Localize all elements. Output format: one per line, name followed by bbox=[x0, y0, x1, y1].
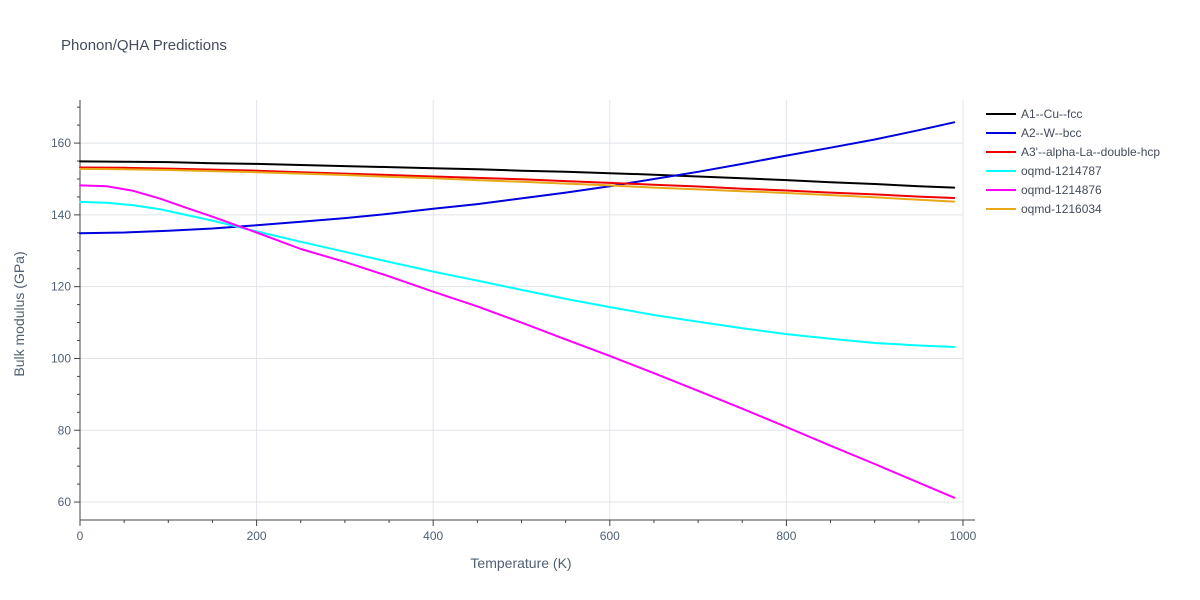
y-tick-label: 80 bbox=[58, 423, 72, 437]
axes bbox=[74, 100, 975, 526]
legend-label: oqmd-1214876 bbox=[1021, 183, 1102, 197]
y-tick-label: 100 bbox=[51, 351, 71, 365]
x-tick-label: 0 bbox=[77, 529, 84, 543]
x-tick-label: 600 bbox=[600, 529, 620, 543]
y-tick-label: 140 bbox=[51, 208, 71, 222]
series-line-5 bbox=[79, 184, 956, 499]
legend-item-2[interactable]: A2--W--bcc bbox=[986, 126, 1081, 140]
series-line-3 bbox=[79, 166, 956, 199]
y-tick-label: 160 bbox=[51, 136, 71, 150]
grid-lines bbox=[80, 100, 964, 520]
legend-label: A2--W--bcc bbox=[1021, 126, 1081, 140]
series-line-2 bbox=[79, 121, 956, 235]
series-line-6 bbox=[79, 167, 956, 203]
y-axis-title: Bulk modulus (GPa) bbox=[11, 251, 27, 376]
x-tick-label: 200 bbox=[247, 529, 267, 543]
legend: A1--Cu--fcc A2--W--bcc A3'--alpha-La--doub… bbox=[986, 107, 1160, 216]
legend-item-3[interactable]: A3'--alpha-La--double-hcp bbox=[986, 145, 1160, 159]
legend-item-5[interactable]: oqmd-1214876 bbox=[986, 183, 1102, 197]
legend-item-1[interactable]: A1--Cu--fcc bbox=[986, 107, 1082, 121]
plot-area bbox=[79, 121, 956, 499]
legend-label: A3'--alpha-La--double-hcp bbox=[1021, 145, 1160, 159]
series-line-4 bbox=[79, 200, 956, 348]
legend-label: A1--Cu--fcc bbox=[1021, 107, 1082, 121]
legend-item-6[interactable]: oqmd-1216034 bbox=[986, 202, 1102, 216]
tick-labels: 0 200 400 600 800 1000 60 80 100 120 140 160 bbox=[51, 136, 977, 543]
series-line-1 bbox=[79, 160, 956, 189]
legend-label: oqmd-1214787 bbox=[1021, 164, 1102, 178]
x-tick-label: 800 bbox=[776, 529, 796, 543]
y-tick-label: 60 bbox=[58, 495, 72, 509]
x-axis-title: Temperature (K) bbox=[470, 555, 571, 571]
x-tick-label: 1000 bbox=[950, 529, 977, 543]
legend-item-4[interactable]: oqmd-1214787 bbox=[986, 164, 1102, 178]
chart-title: Phonon/QHA Predictions bbox=[61, 37, 227, 54]
legend-label: oqmd-1216034 bbox=[1021, 202, 1102, 216]
y-tick-label: 120 bbox=[51, 280, 71, 294]
x-tick-label: 400 bbox=[423, 529, 443, 543]
